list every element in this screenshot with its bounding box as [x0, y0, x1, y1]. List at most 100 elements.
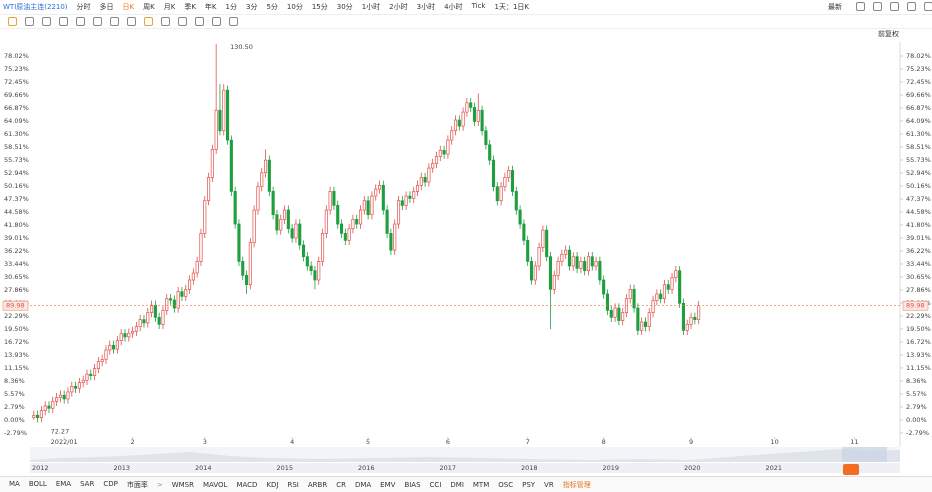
- navigator-window[interactable]: [842, 447, 887, 462]
- candle-body: [366, 200, 370, 216]
- x-tick-label: 10: [770, 438, 778, 446]
- period-option[interactable]: 30分: [336, 3, 353, 11]
- latest-select[interactable]: 最新: [828, 3, 842, 11]
- sub-indicator[interactable]: WMSR: [171, 480, 194, 489]
- candle-body: [605, 293, 610, 311]
- main-indicator[interactable]: MA: [9, 479, 20, 488]
- sub-indicator[interactable]: MTM: [472, 480, 490, 489]
- app-badge[interactable]: [843, 464, 859, 475]
- candle-body: [279, 219, 283, 231]
- candle-body: [575, 256, 579, 269]
- candle-body: [32, 414, 36, 418]
- sub-indicator[interactable]: RSI: [287, 480, 299, 489]
- candle-body: [260, 172, 264, 188]
- y-tick-label: 55.73%: [4, 156, 29, 164]
- y-tick-label: -2.79%: [4, 429, 27, 437]
- period-option[interactable]: 1分: [225, 3, 237, 11]
- candle-body: [450, 130, 454, 141]
- x-tick-label: 11: [850, 438, 858, 446]
- period-option[interactable]: 3小时: [416, 3, 436, 11]
- candle-body: [237, 223, 241, 262]
- tool-icon[interactable]: [76, 17, 85, 26]
- candle-body: [609, 309, 613, 318]
- candle-body: [309, 265, 313, 272]
- sub-indicator[interactable]: EMV: [380, 480, 396, 489]
- period-option[interactable]: 5分: [266, 3, 278, 11]
- main-indicator[interactable]: CDP: [103, 479, 118, 488]
- tool-icon[interactable]: [178, 17, 187, 26]
- sub-indicator[interactable]: CR: [336, 480, 346, 489]
- symbol[interactable]: WTI原油主连(2210): [3, 3, 68, 11]
- period-option[interactable]: 周K: [143, 3, 155, 11]
- period-option[interactable]: 多日: [99, 3, 114, 11]
- candle-body: [613, 307, 617, 318]
- candle-body: [199, 233, 203, 262]
- period-option[interactable]: 日K: [122, 3, 135, 11]
- candle-body: [210, 149, 214, 178]
- period-option[interactable]: 10分: [286, 3, 303, 11]
- period-option[interactable]: 3分: [245, 3, 258, 11]
- sub-indicator[interactable]: BIAS: [404, 480, 421, 489]
- y-tick-label: 66.87%: [4, 104, 29, 112]
- tool-icon[interactable]: [59, 17, 68, 26]
- sub-indicator[interactable]: ARBR: [307, 480, 328, 489]
- period-option[interactable]: Tick: [471, 2, 486, 10]
- tool-icon[interactable]: [93, 17, 102, 26]
- period-option[interactable]: 分时: [76, 3, 91, 11]
- y-tick-label: 19.50%: [4, 325, 29, 333]
- icon[interactable]: [924, 1, 932, 11]
- candle-body: [184, 288, 188, 297]
- sub-indicator[interactable]: PSY: [522, 480, 536, 489]
- tool-icon[interactable]: [25, 17, 34, 26]
- tool-icon[interactable]: [144, 17, 153, 26]
- icon[interactable]: [890, 1, 899, 11]
- x-tick-label: 8: [602, 438, 606, 446]
- candle-body: [203, 200, 207, 234]
- sub-indicator[interactable]: MACD: [236, 480, 258, 489]
- y-tick-label-right: 39.01%: [906, 234, 931, 242]
- sub-indicator[interactable]: MAVOL: [202, 480, 228, 489]
- tool-icon[interactable]: [127, 17, 136, 26]
- candle-body: [58, 394, 62, 398]
- tool-icon[interactable]: [229, 17, 238, 26]
- sub-indicator[interactable]: DMA: [354, 480, 372, 489]
- candle-body: [412, 191, 416, 199]
- tool-icon[interactable]: [42, 17, 51, 26]
- main-indicator[interactable]: 市面率: [126, 480, 148, 489]
- tool-icon[interactable]: [161, 17, 170, 26]
- navigator-area: [30, 449, 900, 462]
- y-tick-label: 78.02%: [4, 52, 29, 60]
- tool-icon[interactable]: [195, 17, 204, 26]
- indicator-manage[interactable]: 指标管理: [562, 480, 591, 489]
- candle-body: [275, 214, 279, 231]
- candle-body: [301, 244, 306, 258]
- main-indicator[interactable]: BOLL: [28, 479, 47, 488]
- candle-body: [100, 358, 104, 362]
- sub-indicator[interactable]: DMI: [450, 480, 464, 489]
- period-option[interactable]: 季K: [184, 3, 196, 11]
- period-option[interactable]: 年K: [204, 3, 217, 11]
- navigator-year: 2021: [766, 464, 783, 472]
- period-option[interactable]: 1小时: [361, 3, 381, 11]
- icon[interactable]: [907, 1, 916, 11]
- icon[interactable]: [856, 1, 865, 11]
- y-tick-label: 61.30%: [4, 130, 29, 138]
- candle-body: [328, 191, 332, 211]
- period-option[interactable]: 2小时: [389, 3, 408, 11]
- adjust-select[interactable]: 前复权: [878, 30, 899, 38]
- main-indicator[interactable]: SAR: [80, 479, 95, 488]
- sub-indicator[interactable]: CCI: [429, 480, 442, 489]
- cycle-select[interactable]: 1天：1日K: [494, 3, 529, 11]
- candle-body: [518, 209, 522, 225]
- sub-indicator[interactable]: KDJ: [266, 480, 279, 489]
- icon[interactable]: [873, 1, 882, 11]
- period-option[interactable]: 4小时: [444, 3, 463, 11]
- period-option[interactable]: 月K: [163, 3, 176, 11]
- period-option[interactable]: 15分: [311, 3, 328, 11]
- sub-indicator[interactable]: VR: [544, 480, 554, 489]
- tool-icon[interactable]: [110, 17, 119, 26]
- sub-indicator[interactable]: OSC: [498, 480, 514, 489]
- tool-icon[interactable]: [212, 17, 221, 26]
- main-indicator[interactable]: EMA: [55, 479, 72, 488]
- tool-icon[interactable]: [8, 17, 17, 26]
